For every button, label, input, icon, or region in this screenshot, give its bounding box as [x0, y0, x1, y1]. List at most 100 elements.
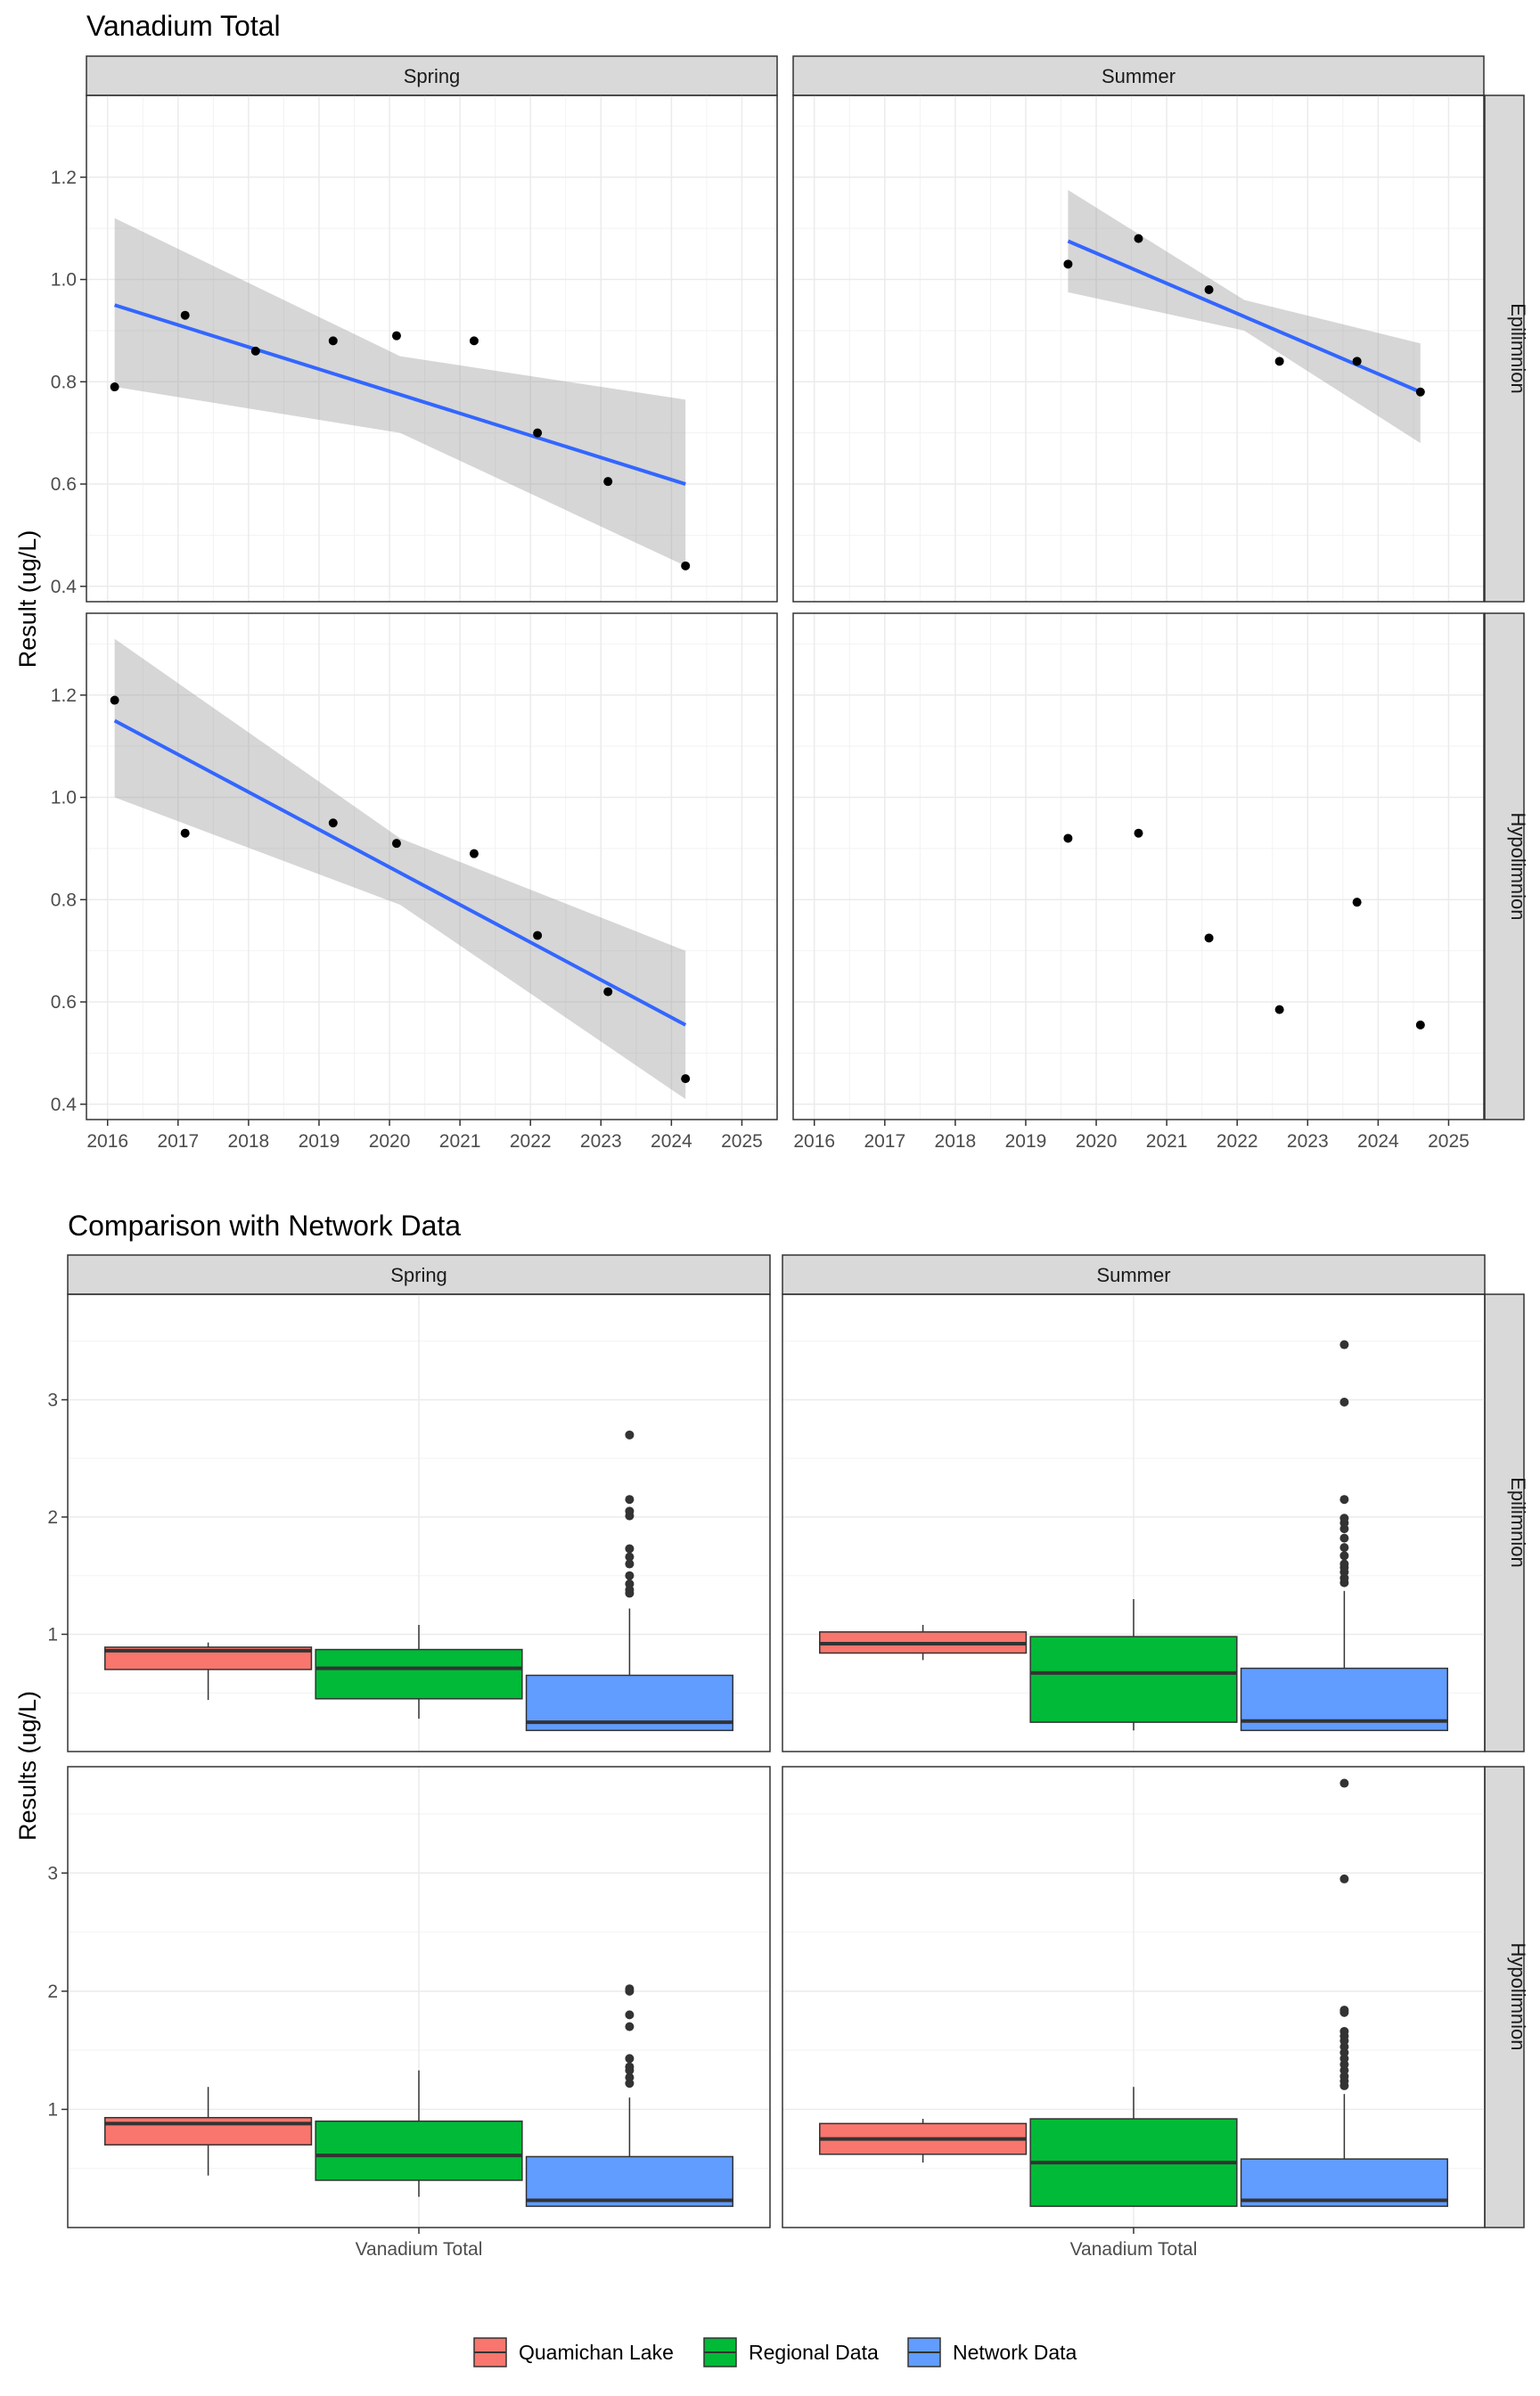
data-point	[603, 987, 613, 997]
y-tick-label: 2	[47, 1982, 58, 2002]
outlier-point	[1339, 1514, 1349, 1523]
outlier-point	[625, 1984, 635, 1994]
legend-item-network-data: Network Data	[907, 2337, 1077, 2367]
box-regional-data	[315, 2120, 523, 2181]
outlier-point	[625, 1506, 635, 1516]
box-quamichan-lake	[104, 2116, 313, 2146]
y-tick-label: 0.8	[51, 372, 77, 392]
x-tick-label: 2020	[369, 1131, 411, 1152]
data-point	[1134, 828, 1143, 838]
outlier-point	[1339, 1551, 1349, 1561]
x-tick-label: Vanadium Total	[356, 2239, 483, 2260]
y-tick-label: 0.4	[51, 577, 78, 597]
legend-item-regional-data: Regional Data	[703, 2337, 879, 2367]
outlier-point	[625, 2054, 635, 2064]
data-point	[1063, 259, 1073, 269]
trend-chart-title: Vanadium Total	[86, 10, 281, 42]
panel-summer-epilimnion	[792, 94, 1485, 603]
outlier-point	[1339, 1340, 1349, 1350]
data-point	[1134, 234, 1143, 243]
trend-chart: Vanadium Total Result (ug/L) Spring Summ…	[14, 10, 1529, 1152]
x-tick-label: 2021	[1146, 1131, 1188, 1152]
outlier-point	[625, 1544, 635, 1554]
strip-spring-label: Spring	[390, 1264, 447, 1286]
y-tick-label: 0.4	[51, 1095, 78, 1115]
boxplot-network-data	[1240, 1340, 1448, 1732]
comparison-chart-y-axis-title: Results (ug/L)	[14, 1691, 41, 1841]
outlier-point	[1339, 1559, 1349, 1569]
boxplot-network-data	[525, 1984, 733, 2207]
panel-spring-epilimnion	[86, 94, 778, 603]
data-point	[391, 331, 401, 341]
y-tick-label: 0.6	[51, 474, 77, 495]
outlier-point	[625, 1571, 635, 1580]
strip-hypolimnion-label: Hypolimnion	[1507, 1942, 1529, 2050]
x-tick-label: 2023	[580, 1131, 622, 1152]
outlier-point	[625, 1495, 635, 1505]
strip-summer-label: Summer	[1102, 65, 1175, 87]
outlier-point	[1339, 2026, 1349, 2036]
data-point	[1415, 387, 1425, 397]
boxplot-regional-data	[315, 2070, 523, 2197]
boxplot-network-data	[1240, 1778, 1448, 2207]
data-point	[328, 336, 338, 346]
data-point	[110, 695, 119, 705]
data-point	[681, 1074, 691, 1084]
panel-border	[86, 94, 778, 603]
outlier-point	[1339, 1778, 1349, 1788]
data-point	[391, 839, 401, 849]
x-tick-label: 2024	[651, 1131, 692, 1152]
data-point	[110, 382, 119, 392]
outlier-point	[1339, 1543, 1349, 1553]
comparison-chart: Comparison with Network Data Results (ug…	[14, 1210, 1529, 2367]
trend-line	[1067, 239, 1421, 394]
legend-label-regional-data: Regional Data	[749, 2341, 879, 2364]
legend-label-quamichan-lake: Quamichan Lake	[519, 2341, 674, 2364]
y-tick-label: 1.2	[51, 168, 77, 188]
x-tick-label: 2018	[228, 1131, 270, 1152]
x-tick-label: Vanadium Total	[1070, 2239, 1198, 2260]
strip-epilimnion	[1484, 94, 1525, 603]
data-point	[1063, 833, 1073, 843]
outlier-point	[625, 2022, 635, 2031]
confidence-band	[114, 217, 686, 566]
box-regional-data	[315, 1648, 523, 1700]
outlier-point	[625, 1579, 635, 1588]
data-point	[469, 849, 479, 858]
strip-hypolimnion	[1484, 1766, 1525, 2228]
x-tick-label: 2018	[935, 1131, 977, 1152]
boxplot-regional-data	[1029, 1599, 1238, 1731]
panel-border	[86, 612, 778, 1120]
panel-spring-hypolimnion	[67, 1766, 771, 2228]
box-network-data	[525, 2155, 733, 2207]
x-tick-label: 2019	[1005, 1131, 1047, 1152]
data-point	[180, 828, 190, 838]
x-tick-label: 2020	[1076, 1131, 1118, 1152]
strip-epilimnion	[1484, 1293, 1525, 1752]
data-point	[328, 818, 338, 828]
confidence-band	[114, 638, 686, 1100]
boxplot-regional-data	[1029, 2087, 1238, 2207]
x-tick-label: 2022	[510, 1131, 552, 1152]
legend-item-quamichan-lake: Quamichan Lake	[473, 2337, 674, 2367]
boxplot-quamichan-lake	[819, 2119, 1028, 2163]
x-tick-label: 2016	[86, 1131, 128, 1152]
outlier-point	[625, 1552, 635, 1562]
y-tick-label: 3	[47, 1390, 58, 1410]
trend-line	[114, 303, 686, 486]
strip-hypolimnion-label: Hypolimnion	[1507, 812, 1529, 920]
boxplot-network-data	[525, 1430, 733, 1732]
legend: Quamichan Lake Regional Data Network Dat…	[473, 2337, 1077, 2367]
outlier-point	[1339, 1874, 1349, 1883]
comparison-chart-axes: 1 2 3 1 2 3 Vanadium Total Vanadium Total	[47, 1390, 1197, 2260]
data-point	[1204, 933, 1214, 943]
panel-border	[792, 612, 1485, 1120]
outlier-point	[625, 1559, 635, 1569]
x-tick-label: 2017	[864, 1131, 905, 1152]
data-point	[180, 310, 190, 320]
panel-border	[67, 1293, 771, 1752]
data-point	[1204, 285, 1214, 295]
outlier-point	[625, 2072, 635, 2082]
outlier-point	[1339, 1533, 1349, 1543]
data-point	[1415, 1020, 1425, 1030]
